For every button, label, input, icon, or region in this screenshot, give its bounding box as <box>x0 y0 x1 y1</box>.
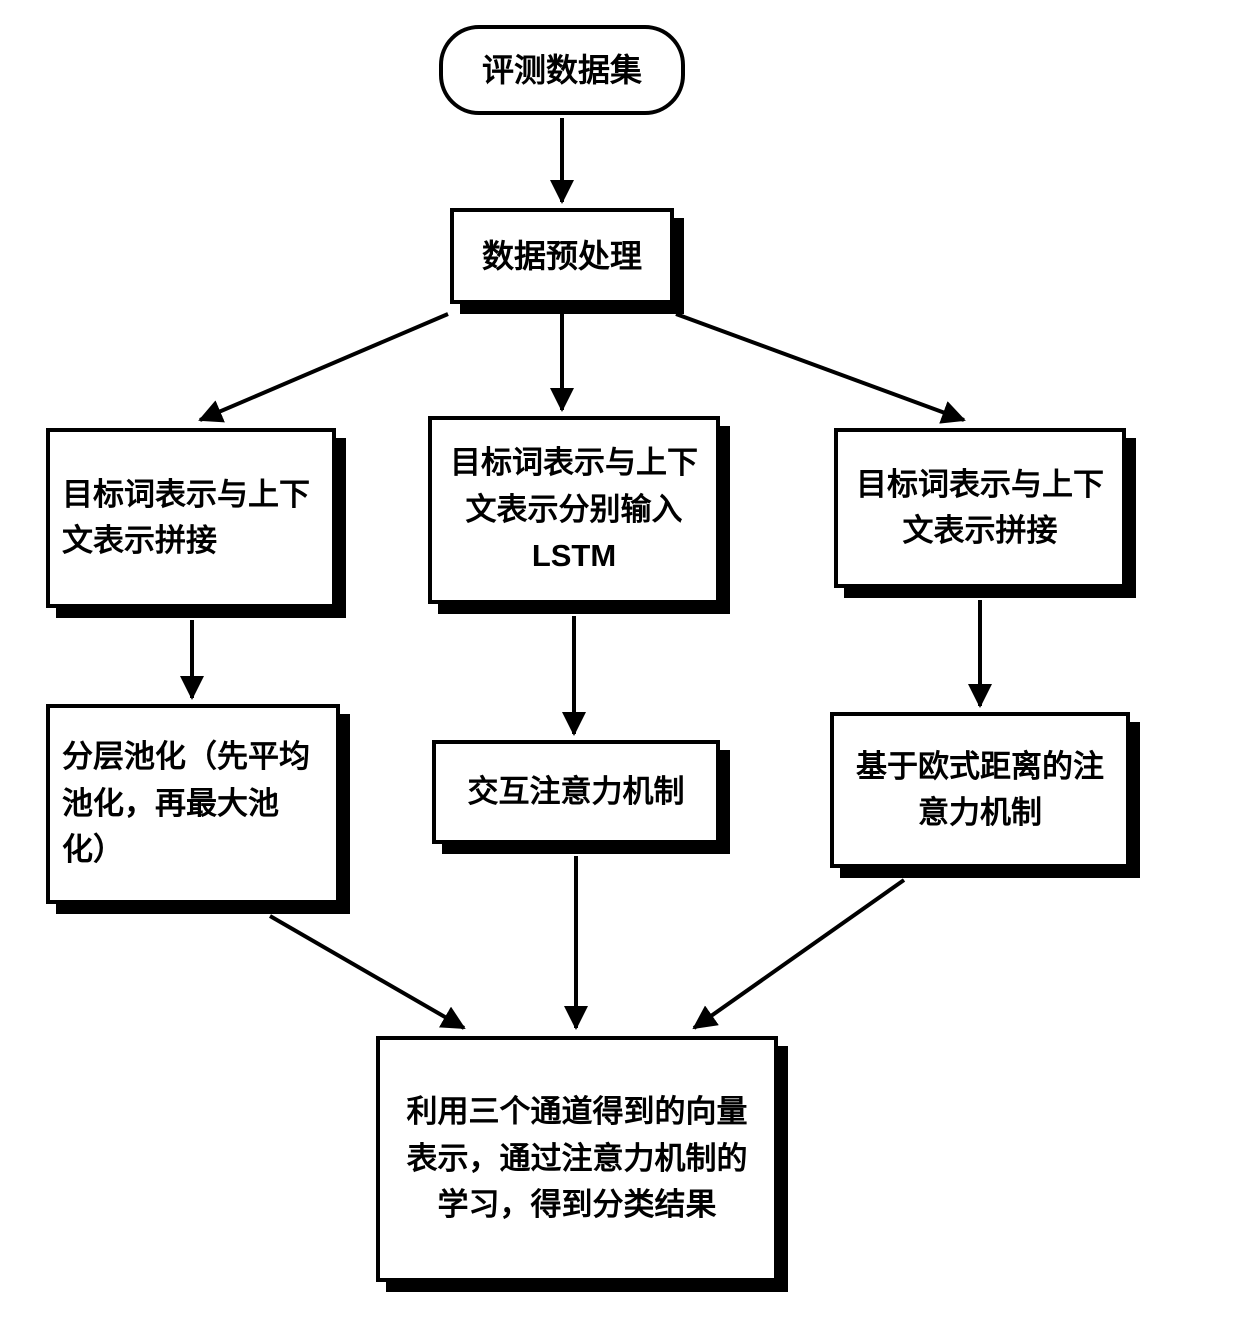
node-left-bot-label: 分层池化（先平均池化，再最大池化） <box>62 734 324 874</box>
edge-preprocess-to-left_top <box>200 314 448 420</box>
node-preprocess: 数据预处理 <box>450 208 674 304</box>
node-mid-bot: 交互注意力机制 <box>432 740 720 844</box>
node-mid-top: 目标词表示与上下文表示分别输入LSTM <box>428 416 720 604</box>
node-start-label: 评测数据集 <box>482 46 642 94</box>
edge-preprocess-to-right_top <box>676 314 964 420</box>
node-final: 利用三个通道得到的向量表示，通过注意力机制的学习，得到分类结果 <box>376 1036 778 1282</box>
node-mid-bot-label: 交互注意力机制 <box>468 769 685 816</box>
node-right-top-label: 目标词表示与上下文表示拼接 <box>850 462 1110 555</box>
node-left-top: 目标词表示与上下文表示拼接 <box>46 428 336 608</box>
node-left-bot: 分层池化（先平均池化，再最大池化） <box>46 704 340 904</box>
node-preprocess-label: 数据预处理 <box>482 232 642 280</box>
edge-left_bot-to-final <box>270 916 464 1028</box>
node-right-top: 目标词表示与上下文表示拼接 <box>834 428 1126 588</box>
node-right-bot-label: 基于欧式距离的注意力机制 <box>846 744 1114 837</box>
node-mid-top-label: 目标词表示与上下文表示分别输入LSTM <box>444 440 704 580</box>
node-start: 评测数据集 <box>439 25 685 115</box>
node-final-label: 利用三个通道得到的向量表示，通过注意力机制的学习，得到分类结果 <box>392 1089 762 1229</box>
edge-right_bot-to-final <box>694 880 904 1028</box>
node-left-top-label: 目标词表示与上下文表示拼接 <box>62 472 320 565</box>
node-right-bot: 基于欧式距离的注意力机制 <box>830 712 1130 868</box>
